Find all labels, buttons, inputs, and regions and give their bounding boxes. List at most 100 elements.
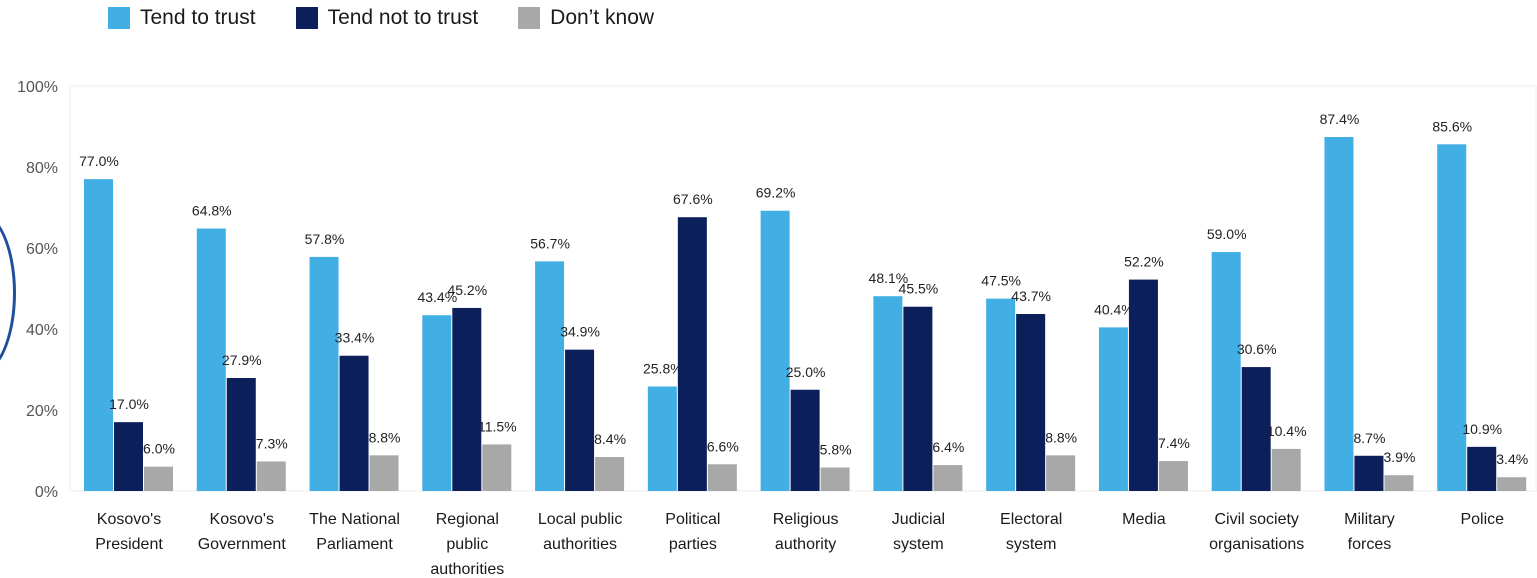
bar-0-10: [1211, 252, 1241, 491]
x-tick-label: system: [893, 536, 944, 553]
x-tick-label: public: [446, 536, 488, 553]
x-tick-label: Kosovo's: [210, 511, 274, 528]
y-tick-label: 40%: [26, 322, 58, 339]
bar-1-1: [226, 378, 256, 491]
legend-label-trust: Tend to trust: [140, 6, 256, 29]
x-tick-label: Parliament: [316, 536, 393, 553]
x-tick-label: Political: [665, 511, 720, 528]
data-label: 30.6%: [1237, 341, 1277, 357]
x-tick-label: authorities: [543, 536, 617, 553]
legend-item-not-trust: Tend not to trust: [295, 6, 479, 30]
data-label: 69.2%: [756, 185, 796, 201]
bar-1-0: [114, 422, 143, 491]
bar-0-3: [422, 315, 452, 491]
data-label: 6.0%: [143, 441, 175, 457]
bar-1-10: [1241, 367, 1271, 491]
bar-2-1: [256, 461, 286, 491]
x-tick-label: forces: [1348, 536, 1392, 553]
data-label: 7.3%: [256, 435, 288, 451]
bar-0-5: [647, 386, 677, 491]
bar-1-11: [1354, 455, 1384, 491]
y-tick-label: 0%: [35, 484, 58, 501]
data-label: 45.2%: [447, 282, 487, 298]
bar-0-8: [986, 298, 1016, 491]
legend-item-dont-know: Don’t know: [518, 6, 654, 30]
y-tick-label: 80%: [26, 160, 58, 177]
x-tick-label: Religious: [773, 511, 839, 528]
x-tick-label: authorities: [430, 561, 504, 578]
data-label: 5.8%: [820, 442, 852, 458]
data-label: 7.4%: [1158, 435, 1190, 451]
data-label: 8.7%: [1354, 430, 1386, 446]
y-tick-label: 60%: [26, 241, 58, 258]
bar-1-4: [565, 349, 595, 491]
y-tick-label: 100%: [17, 79, 58, 96]
bar-0-12: [1437, 144, 1467, 491]
bar-2-5: [707, 464, 737, 491]
data-label: 64.8%: [192, 203, 232, 219]
data-label: 6.6%: [707, 438, 739, 454]
bar-0-4: [535, 261, 565, 491]
data-label: 45.5%: [899, 281, 939, 297]
x-tick-label: organisations: [1209, 536, 1304, 553]
x-tick-label: Regional: [436, 511, 499, 528]
bar-0-11: [1324, 137, 1354, 491]
data-label: 40.4%: [1094, 301, 1134, 317]
legend-label-dont-know: Don’t know: [550, 6, 655, 29]
data-label: 59.0%: [1207, 226, 1247, 242]
bar-2-2: [369, 455, 399, 491]
x-tick-label: system: [1006, 536, 1057, 553]
data-label: 3.4%: [1496, 451, 1528, 467]
bar-2-12: [1497, 477, 1527, 491]
data-label: 25.8%: [643, 361, 683, 377]
x-tick-label: President: [95, 536, 163, 553]
bar-1-2: [339, 355, 369, 491]
data-label: 57.8%: [305, 231, 345, 247]
data-label: 10.4%: [1267, 423, 1307, 439]
data-label: 11.5%: [478, 418, 517, 434]
legend-swatch-trust: [108, 7, 130, 29]
x-tick-label: Civil society: [1214, 511, 1298, 528]
x-tick-label: Local public: [538, 511, 623, 528]
bar-2-3: [482, 444, 512, 491]
x-tick-label: Media: [1122, 511, 1166, 528]
bar-0-0: [84, 179, 113, 491]
bar-1-7: [903, 306, 933, 491]
bar-1-3: [452, 307, 482, 491]
bar-2-0: [144, 466, 173, 491]
legend-swatch-not-trust: [295, 7, 318, 29]
data-label: 17.0%: [109, 396, 149, 412]
bar-0-9: [1098, 327, 1128, 491]
bar-0-7: [873, 296, 903, 491]
x-tick-label: The National: [309, 511, 400, 528]
data-label: 10.9%: [1462, 421, 1502, 437]
data-label: 8.4%: [594, 431, 626, 447]
x-tick-label: Police: [1460, 511, 1504, 528]
x-tick-label: authority: [775, 536, 836, 553]
legend-swatch-dont-know: [518, 7, 541, 29]
data-label: 67.6%: [673, 191, 713, 207]
x-tick-label: Government: [198, 536, 287, 553]
data-label: 43.7%: [1011, 288, 1051, 304]
bar-2-11: [1384, 475, 1414, 491]
data-label: 47.5%: [981, 273, 1021, 289]
data-label: 27.9%: [222, 352, 262, 368]
data-label: 87.4%: [1320, 111, 1360, 127]
y-tick-label: 20%: [26, 403, 58, 420]
data-label: 33.4%: [335, 330, 375, 346]
x-tick-label: Judicial: [892, 511, 945, 528]
data-label: 3.9%: [1384, 449, 1416, 465]
data-label: 25.0%: [786, 364, 826, 380]
data-label: 77.0%: [79, 153, 119, 169]
bar-1-8: [1016, 314, 1046, 491]
x-tick-label: Electoral: [1000, 511, 1062, 528]
bar-1-9: [1128, 279, 1158, 491]
data-label: 48.1%: [869, 270, 909, 286]
chart-legend: Tend to trust Tend not to trust Don’t kn…: [108, 6, 654, 30]
legend-label-not-trust: Tend not to trust: [327, 6, 479, 29]
bar-0-6: [760, 210, 790, 492]
x-tick-label: Kosovo's: [97, 511, 161, 528]
data-label: 34.9%: [560, 324, 600, 340]
bar-0-1: [196, 228, 226, 491]
bar-0-2: [309, 256, 339, 491]
